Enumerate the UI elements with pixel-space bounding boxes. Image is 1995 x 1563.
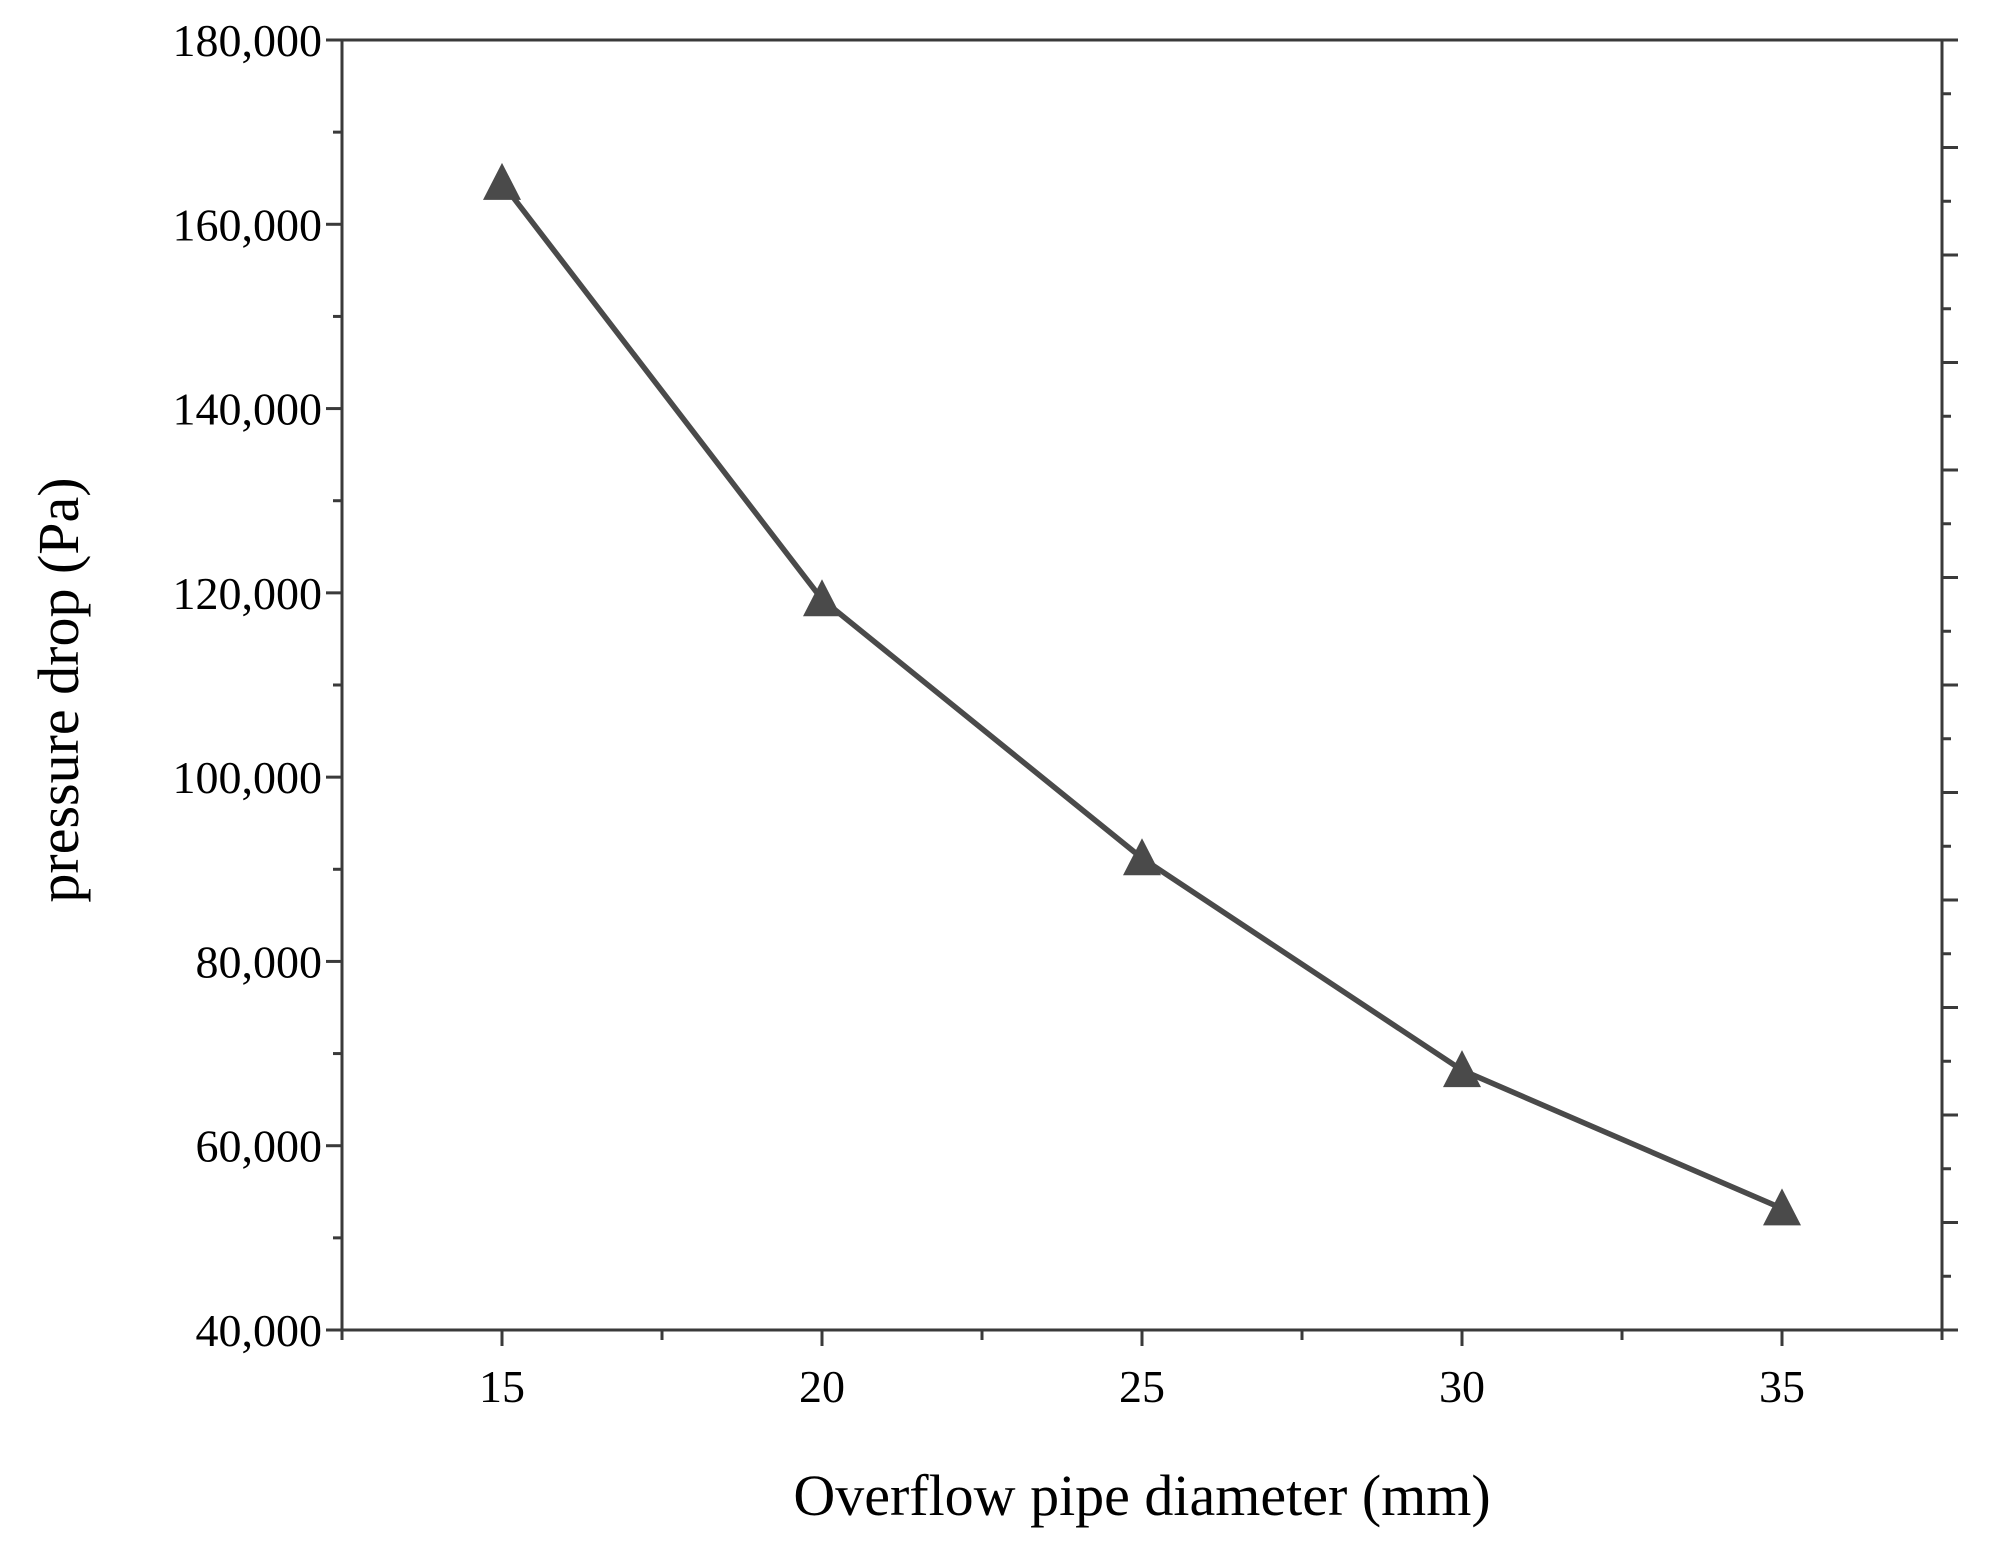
data-point-marker — [1763, 1188, 1801, 1226]
x-tick-label: 20 — [799, 1361, 845, 1412]
y-tick-label: 60,000 — [196, 1121, 323, 1172]
data-point-marker — [803, 579, 841, 617]
x-tick-label: 35 — [1759, 1361, 1805, 1412]
series-line — [499, 181, 1784, 1211]
series-group — [483, 162, 1801, 1226]
y-axis: 40,000 60,000 80,000 100,000 120,000 140,000 1… — [173, 15, 342, 1356]
data-point-marker — [1443, 1050, 1481, 1088]
x-axis: 15 20 25 30 35 — [340, 1330, 1944, 1412]
y-axis-title: pressure drop (Pa) — [26, 477, 91, 902]
y-tick-label: 100,000 — [173, 752, 323, 803]
y-tick-label: 180,000 — [173, 15, 323, 66]
y-tick-label: 160,000 — [173, 199, 323, 250]
x-tick-label: 15 — [479, 1361, 525, 1412]
plot-frame — [340, 38, 1958, 1332]
x-tick-label: 30 — [1439, 1361, 1485, 1412]
x-axis-title: Overflow pipe diameter (mm) — [793, 1463, 1490, 1528]
data-point-marker — [483, 162, 521, 200]
y-tick-label: 80,000 — [196, 936, 323, 987]
x-tick-label: 25 — [1119, 1361, 1165, 1412]
y-tick-label: 120,000 — [173, 568, 323, 619]
y-tick-label: 140,000 — [173, 384, 323, 435]
y-tick-label: 40,000 — [196, 1305, 323, 1356]
data-point-marker — [1123, 838, 1161, 876]
